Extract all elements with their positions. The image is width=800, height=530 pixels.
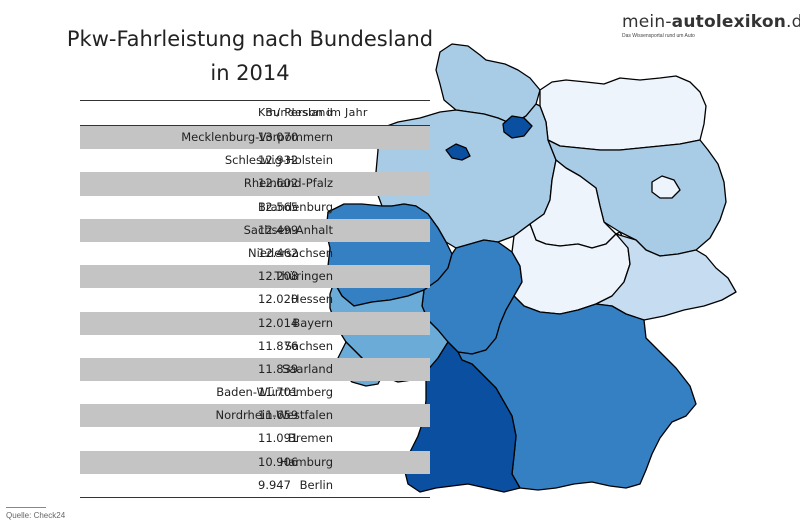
cell-bundesland: Baden-Württemberg	[216, 385, 333, 400]
cell-bundesland: Schleswig-Holstein	[224, 153, 333, 168]
brand-suffix: .de	[786, 12, 800, 32]
cell-bundesland: Hessen	[290, 292, 333, 307]
cell-km: 11.876	[258, 338, 299, 353]
cell-km: 11.091	[258, 431, 299, 446]
cell-km: 11.839	[258, 361, 299, 376]
brand-tagline: Das Wissensportal rund um Auto	[622, 33, 695, 39]
table-body: Mecklenburg-Vorpommern 13.070 Schleswig-Ho…	[80, 126, 430, 497]
table-row: Hamburg 10.906	[80, 450, 430, 474]
cell-bundesland: Thüringen	[274, 269, 333, 284]
brand-logo-text: mein-autolexikon.de	[622, 12, 800, 32]
cell-km: 12.020	[258, 292, 299, 307]
chart-title-line-1: Pkw-Fahrleistung nach Bundesland	[66, 27, 434, 51]
table-bottom-rule	[80, 497, 430, 498]
table-top-rule	[80, 100, 430, 101]
cell-bundesland: Nordrhein-Westfalen	[215, 408, 333, 423]
data-table: Bundesland Km/ Person im Jahr Mecklenbur…	[80, 100, 430, 498]
map-region-berlin	[651, 175, 681, 199]
table-row: Mecklenburg-Vorpommern 13.070	[80, 126, 430, 150]
table-row: Bremen 11.091	[80, 427, 430, 450]
cell-bundesland: Bayern	[292, 315, 333, 330]
column-header-bundesland: Bundesland	[265, 106, 333, 119]
cell-bundesland: Bremen	[287, 431, 333, 446]
cell-bundesland: Saarland	[282, 361, 333, 376]
map-region-sachsen	[595, 233, 737, 321]
table-row: Thüringen 12.208	[80, 265, 430, 289]
cell-km: 12.208	[258, 269, 299, 284]
cell-bundesland: Mecklenburg-Vorpommern	[181, 130, 333, 144]
map-region-mecklenburg-vorpommern	[539, 75, 707, 151]
brand-accent: autolexikon	[671, 12, 787, 32]
source-divider	[6, 507, 46, 508]
table-row: Nordrhein-Westfalen 11.659	[80, 404, 430, 428]
cell-km: 11.701	[258, 385, 299, 400]
cell-km: 12.014	[258, 315, 299, 330]
cell-bundesland: Sachsen-Anhalt	[243, 222, 333, 237]
source-note: Quelle: Check24	[6, 511, 66, 520]
map-region-bremen	[445, 143, 471, 161]
brand-logo[interactable]: mein-autolexikon.de Das Wissensportal ru…	[622, 12, 800, 39]
table-row: Berlin 9.947	[80, 474, 430, 497]
table-row: Brandenburg 12.565	[80, 196, 430, 219]
brand-prefix: mein-	[622, 12, 672, 32]
cell-km: 12.462	[258, 245, 299, 260]
cell-km: 10.906	[258, 454, 299, 469]
table-row: Hessen 12.020	[80, 288, 430, 311]
cell-km: 12.932	[258, 153, 299, 168]
table-row: Saarland 11.839	[80, 357, 430, 382]
table-row: Sachsen-Anhalt 12.499	[80, 218, 430, 242]
table-header: Bundesland Km/ Person im Jahr	[80, 101, 430, 125]
table-header-rule	[80, 125, 430, 126]
table-row: Rheinland-Pfalz 12.602	[80, 172, 430, 196]
cell-bundesland: Berlin	[299, 477, 333, 492]
cell-km: 13.070	[258, 130, 299, 144]
chart-title-line-2: in 2014	[210, 61, 290, 85]
map-region-hamburg	[502, 115, 533, 139]
cell-bundesland: Brandenburg	[257, 199, 333, 214]
column-header-km: Km/ Person im Jahr	[258, 106, 368, 119]
cell-bundesland: Hamburg	[279, 454, 333, 469]
cell-km: 12.565	[258, 199, 299, 214]
cell-km: 12.602	[258, 176, 299, 191]
cell-bundesland: Rheinland-Pfalz	[243, 176, 333, 191]
cell-bundesland: Sachsen	[284, 338, 333, 353]
table-row: Baden-Württemberg 11.701	[80, 381, 430, 404]
table-row: Niedersachsen 12.462	[80, 242, 430, 265]
cell-km: 12.499	[258, 222, 299, 237]
cell-km: 11.659	[258, 408, 299, 423]
cell-bundesland: Niedersachsen	[248, 245, 333, 260]
table-row: Schleswig-Holstein 12.932	[80, 149, 430, 172]
cell-km: 9.947	[258, 477, 291, 492]
table-row: Bayern 12.014	[80, 311, 430, 335]
table-row: Sachsen 11.876	[80, 335, 430, 358]
